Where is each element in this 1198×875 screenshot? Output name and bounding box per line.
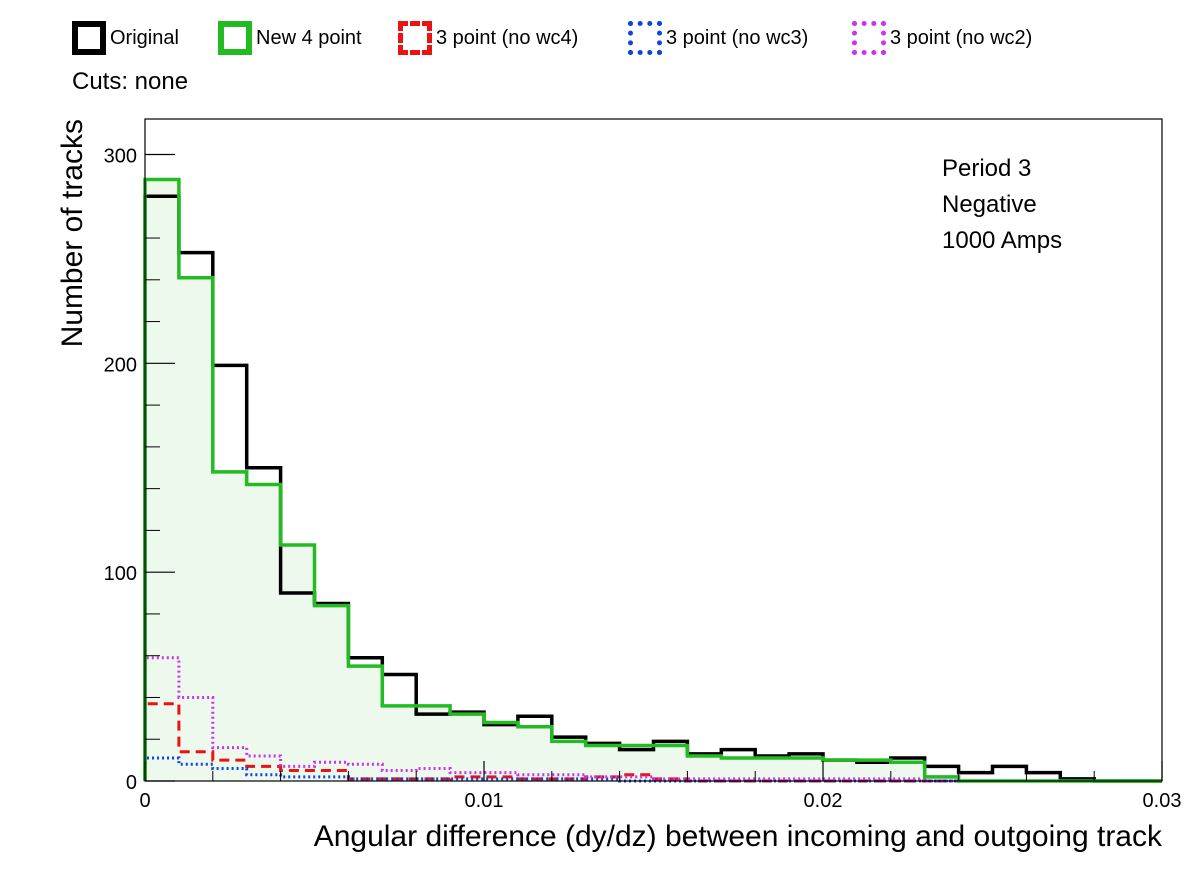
- y-axis-label: Number of tracks: [56, 119, 89, 347]
- legend-label: Original: [110, 26, 179, 49]
- legend-swatch: [398, 21, 432, 55]
- legend-item-1: Original: [72, 18, 179, 58]
- x-tick-label: 0.01: [465, 790, 504, 812]
- legend-item-3: 3 point (no wc4): [398, 18, 578, 58]
- y-tick-label: 0: [126, 772, 137, 794]
- legend-swatch: [852, 21, 886, 55]
- series-line-2: [143, 177, 1162, 783]
- annotation-line-2: Negative: [942, 191, 1037, 218]
- y-tick-label: 300: [104, 146, 137, 168]
- legend-label: 3 point (no wc4): [436, 26, 579, 49]
- legend-swatch: [218, 21, 252, 55]
- legend-label: 3 point (no wc2): [890, 26, 1033, 49]
- y-tick-label: 200: [104, 354, 137, 376]
- y-tick-label: 100: [104, 563, 137, 585]
- legend: Original New 4 point 3 point (no wc4) 3 poi…: [0, 0, 1198, 60]
- x-tick-label: 0.03: [1143, 790, 1182, 812]
- cuts-label: Cuts: none: [72, 68, 189, 95]
- series-line-4: [143, 756, 1162, 783]
- legend-item-5: 3 point (no wc2): [852, 18, 1032, 58]
- legend-label: 3 point (no wc3): [666, 26, 809, 49]
- legend-label: New 4 point: [256, 26, 362, 49]
- annotation-line-1: Period 3: [942, 155, 1031, 182]
- x-tick-label: 0: [139, 790, 150, 812]
- x-tick-label: 0.02: [804, 790, 843, 812]
- legend-item-2: New 4 point: [218, 18, 362, 58]
- series-fill-2: [145, 179, 1162, 781]
- annotation-line-3: 1000 Amps: [942, 227, 1062, 254]
- legend-item-4: 3 point (no wc3): [628, 18, 808, 58]
- legend-swatch: [628, 21, 662, 55]
- series-line-1: [143, 194, 1162, 783]
- series-line-5: [143, 656, 1162, 783]
- plot-frame: [144, 118, 1163, 782]
- legend-swatch: [72, 21, 106, 55]
- x-axis-label: Angular difference (dy/dz) between incom…: [314, 820, 1163, 853]
